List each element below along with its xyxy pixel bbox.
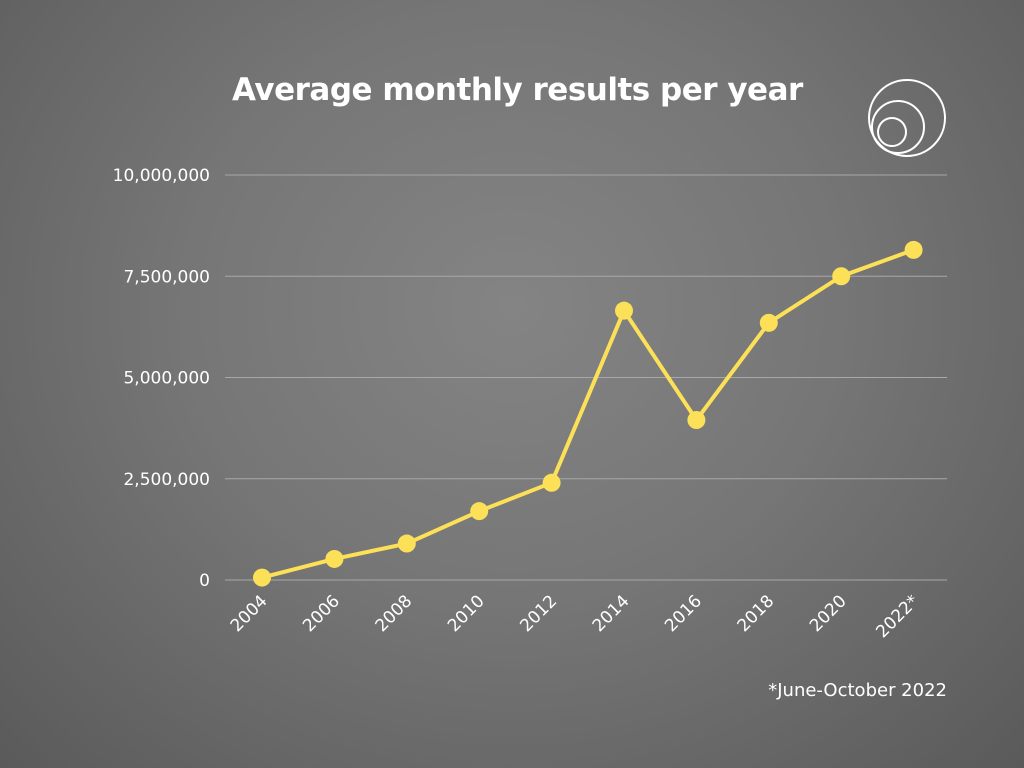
data-point [687,411,706,430]
data-point [615,301,633,320]
x-tick-label: 2006 [299,591,344,636]
series-line [260,247,916,580]
data-point [470,502,489,521]
y-tick-label: 10,000,000 [113,166,210,186]
x-tick-label: 2022* [872,591,923,642]
data-point [253,568,271,587]
data-point [904,240,923,259]
data-point [832,267,851,286]
chart-title: Average monthly results per year [232,72,803,108]
y-tick-label: 5,000,000 [123,369,210,389]
x-tick-label: 2004 [227,591,272,636]
data-point [542,473,561,492]
data-point [397,534,416,553]
x-tick-label: 2020 [806,591,851,636]
nested-circles-logo-icon [868,79,946,157]
y-tick-label: 7,500,000 [123,267,210,287]
data-point [325,549,344,568]
x-tick-label: 2012 [516,591,561,636]
chart-footnote: *June-October 2022 [768,680,947,701]
x-tick-label: 2014 [589,591,634,636]
x-tick-label: 2016 [661,591,706,636]
y-tick-label: 0 [199,571,210,591]
x-tick-label: 2018 [734,591,779,636]
x-tick-label: 2008 [372,591,417,636]
x-tick-label: 2010 [444,591,489,636]
data-point [759,313,778,332]
y-tick-label: 2,500,000 [123,470,210,490]
